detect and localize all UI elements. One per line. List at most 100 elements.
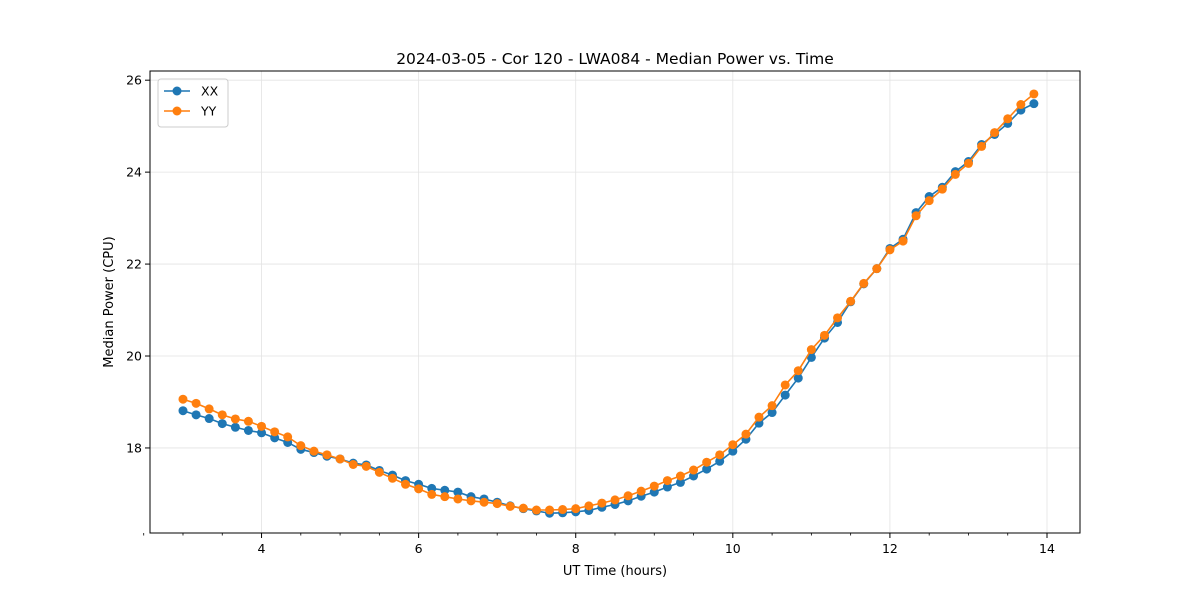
- data-point-yy: [348, 460, 358, 470]
- data-point-yy: [178, 394, 188, 404]
- y-tick-label: 24: [126, 165, 142, 180]
- data-point-yy: [728, 440, 738, 450]
- data-point-yy: [636, 486, 646, 496]
- data-point-yy: [374, 467, 384, 477]
- data-point-yy: [479, 497, 489, 507]
- plot-series: [178, 89, 1039, 518]
- data-point-yy: [1029, 89, 1039, 99]
- legend-marker-xx: [172, 86, 182, 96]
- y-tick-label: 20: [126, 349, 142, 364]
- data-point-yy: [990, 128, 1000, 138]
- data-point-yy: [885, 245, 895, 255]
- data-point-yy: [649, 481, 659, 491]
- data-point-yy: [492, 499, 502, 509]
- legend-label-xx: XX: [201, 84, 219, 99]
- data-point-yy: [453, 494, 463, 504]
- axes: 4 6 8 10 12 14 18 20 22 24 26: [126, 73, 1055, 556]
- data-point-xx: [793, 373, 803, 383]
- data-point-yy: [793, 366, 803, 376]
- data-point-yy: [335, 454, 345, 464]
- data-point-yy: [767, 401, 777, 411]
- data-point-yy: [898, 236, 908, 246]
- data-point-yy: [950, 169, 960, 179]
- x-tick-label: 14: [1039, 541, 1055, 556]
- data-point-yy: [309, 446, 319, 456]
- data-point-yy: [977, 141, 987, 151]
- data-point-yy: [270, 427, 280, 437]
- data-point-yy: [283, 432, 293, 442]
- data-point-yy: [427, 489, 437, 499]
- data-point-yy: [518, 503, 528, 513]
- data-point-xx: [257, 428, 267, 438]
- data-point-yy: [623, 491, 633, 501]
- data-point-yy: [741, 429, 751, 439]
- data-point-xx: [217, 419, 227, 429]
- data-point-xx: [728, 446, 738, 456]
- y-axis-label: Median Power (CPU): [102, 236, 117, 367]
- x-axis-label: UT Time (hours): [563, 564, 667, 579]
- data-point-yy: [1003, 114, 1013, 124]
- data-point-yy: [191, 398, 201, 408]
- data-point-yy: [924, 196, 934, 206]
- x-tick-label: 4: [258, 541, 266, 556]
- data-point-yy: [715, 450, 725, 460]
- data-point-yy: [597, 498, 607, 508]
- x-tick-label: 6: [415, 541, 423, 556]
- data-point-yy: [466, 496, 476, 506]
- y-tick-label: 18: [126, 440, 142, 455]
- data-point-xx: [178, 406, 188, 416]
- data-point-yy: [545, 505, 555, 515]
- x-tick-label: 8: [572, 541, 580, 556]
- data-point-xx: [1029, 99, 1039, 109]
- data-point-yy: [361, 461, 371, 471]
- legend-marker-yy: [172, 106, 182, 116]
- data-point-yy: [689, 465, 699, 475]
- data-point-yy: [833, 313, 843, 323]
- data-point-xx: [780, 390, 790, 400]
- data-point-yy: [558, 505, 568, 515]
- data-point-xx: [675, 477, 685, 487]
- data-point-yy: [963, 158, 973, 168]
- data-point-yy: [217, 410, 227, 420]
- data-point-xx: [662, 482, 672, 492]
- data-point-yy: [702, 457, 712, 467]
- data-point-xx: [243, 425, 253, 435]
- data-point-xx: [204, 414, 214, 424]
- data-point-yy: [296, 441, 306, 451]
- grid: [150, 71, 1080, 533]
- data-point-yy: [584, 501, 594, 511]
- data-point-yy: [401, 479, 411, 489]
- data-point-yy: [846, 296, 856, 306]
- y-tick-label: 26: [126, 73, 142, 88]
- data-point-yy: [505, 501, 515, 511]
- data-point-yy: [911, 211, 921, 221]
- y-tick-label: 22: [126, 257, 142, 272]
- data-point-yy: [1016, 100, 1026, 110]
- legend: XX YY: [157, 78, 229, 128]
- data-point-yy: [322, 450, 332, 460]
- data-point-xx: [191, 410, 201, 420]
- data-point-yy: [806, 345, 816, 355]
- data-point-yy: [662, 476, 672, 486]
- chart-title: 2024-03-05 - Cor 120 - LWA084 - Median P…: [396, 50, 834, 68]
- data-point-yy: [872, 264, 882, 274]
- data-point-yy: [204, 404, 214, 414]
- data-point-yy: [531, 505, 541, 515]
- data-point-xx: [230, 422, 240, 432]
- data-point-xx: [440, 485, 450, 495]
- x-tick-label: 10: [725, 541, 741, 556]
- data-point-xx: [767, 408, 777, 418]
- data-point-yy: [243, 416, 253, 426]
- legend-label-yy: YY: [200, 104, 217, 119]
- data-point-xx: [806, 352, 816, 362]
- data-point-yy: [414, 484, 424, 494]
- data-point-yy: [230, 414, 240, 424]
- data-point-yy: [440, 492, 450, 502]
- data-point-yy: [754, 412, 764, 422]
- data-point-yy: [610, 495, 620, 505]
- data-point-yy: [780, 380, 790, 390]
- data-point-yy: [675, 471, 685, 481]
- data-point-yy: [257, 421, 267, 431]
- data-point-yy: [819, 330, 829, 340]
